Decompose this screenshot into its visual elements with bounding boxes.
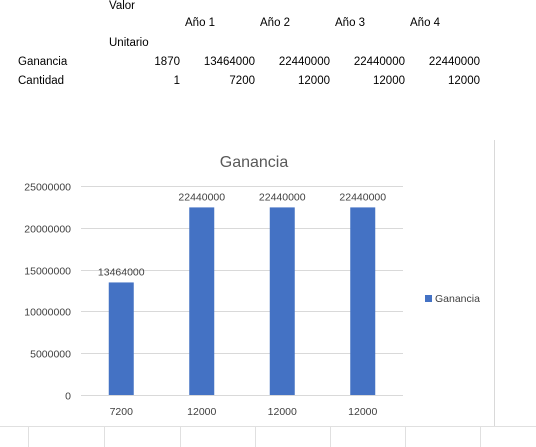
bar[interactable] <box>189 207 215 395</box>
y-axis-tick-labels: 0 5000000 10000000 15000000 20000000 25000000 <box>24 182 71 403</box>
cell-cantidad-unit[interactable]: 1 <box>173 75 180 87</box>
y-tick-label: 10000000 <box>24 307 71 319</box>
legend-swatch <box>425 295 432 302</box>
x-tick-label: 12000 <box>187 406 216 418</box>
y-tick-label: 20000000 <box>24 224 71 236</box>
bar[interactable] <box>108 282 134 395</box>
spreadsheet-table: Valor Año 1 Año 2 Año 3 Año 4 Unitario G… <box>0 0 536 100</box>
header-unitario[interactable]: Unitario <box>109 37 149 49</box>
y-tick-label: 15000000 <box>24 266 71 278</box>
cell-ganancia-year1[interactable]: 13464000 <box>203 56 255 68</box>
cell-ganancia-unit[interactable]: 1870 <box>154 56 180 68</box>
data-label: 22440000 <box>259 191 306 203</box>
gridlines <box>81 186 403 396</box>
x-tick-label: 12000 <box>348 406 377 418</box>
header-year3[interactable]: Año 3 <box>335 17 366 29</box>
bar[interactable] <box>350 207 376 395</box>
y-tick-label: 5000000 <box>30 349 71 361</box>
data-label: 22440000 <box>178 191 225 203</box>
header-year1[interactable]: Año 1 <box>185 17 216 29</box>
cell-ganancia-year2[interactable]: 22440000 <box>278 56 330 68</box>
y-tick-label: 25000000 <box>24 182 71 194</box>
data-labels: 13464000 22440000 22440000 22440000 <box>98 191 386 278</box>
legend[interactable]: Ganancia <box>425 293 480 305</box>
bar[interactable] <box>269 207 295 395</box>
header-valor[interactable]: Valor <box>109 0 135 12</box>
cell-cantidad-year1[interactable]: 7200 <box>229 75 255 87</box>
legend-label: Ganancia <box>435 293 480 305</box>
cell-cantidad-year2[interactable]: 12000 <box>298 75 330 87</box>
header-year2[interactable]: Año 2 <box>260 17 291 29</box>
data-label: 22440000 <box>339 191 386 203</box>
x-tick-label: 7200 <box>110 406 134 418</box>
cell-ganancia-year3[interactable]: 22440000 <box>353 56 405 68</box>
data-label: 13464000 <box>98 266 145 278</box>
cell-cantidad-year3[interactable]: 12000 <box>373 75 405 87</box>
x-tick-label: 12000 <box>268 406 297 418</box>
bars <box>108 207 376 395</box>
cell-cantidad-year4[interactable]: 12000 <box>448 75 480 87</box>
cell-ganancia-year4[interactable]: 22440000 <box>428 56 480 68</box>
sheet-gridlines <box>0 426 536 447</box>
chart-title[interactable]: Ganancia <box>220 154 289 171</box>
x-axis-tick-labels: 7200 12000 12000 12000 <box>110 406 378 418</box>
header-year4[interactable]: Año 4 <box>410 17 441 29</box>
row-label-cantidad[interactable]: Cantidad <box>18 75 65 87</box>
y-tick-label: 0 <box>65 391 71 403</box>
row-label-ganancia[interactable]: Ganancia <box>18 56 68 68</box>
